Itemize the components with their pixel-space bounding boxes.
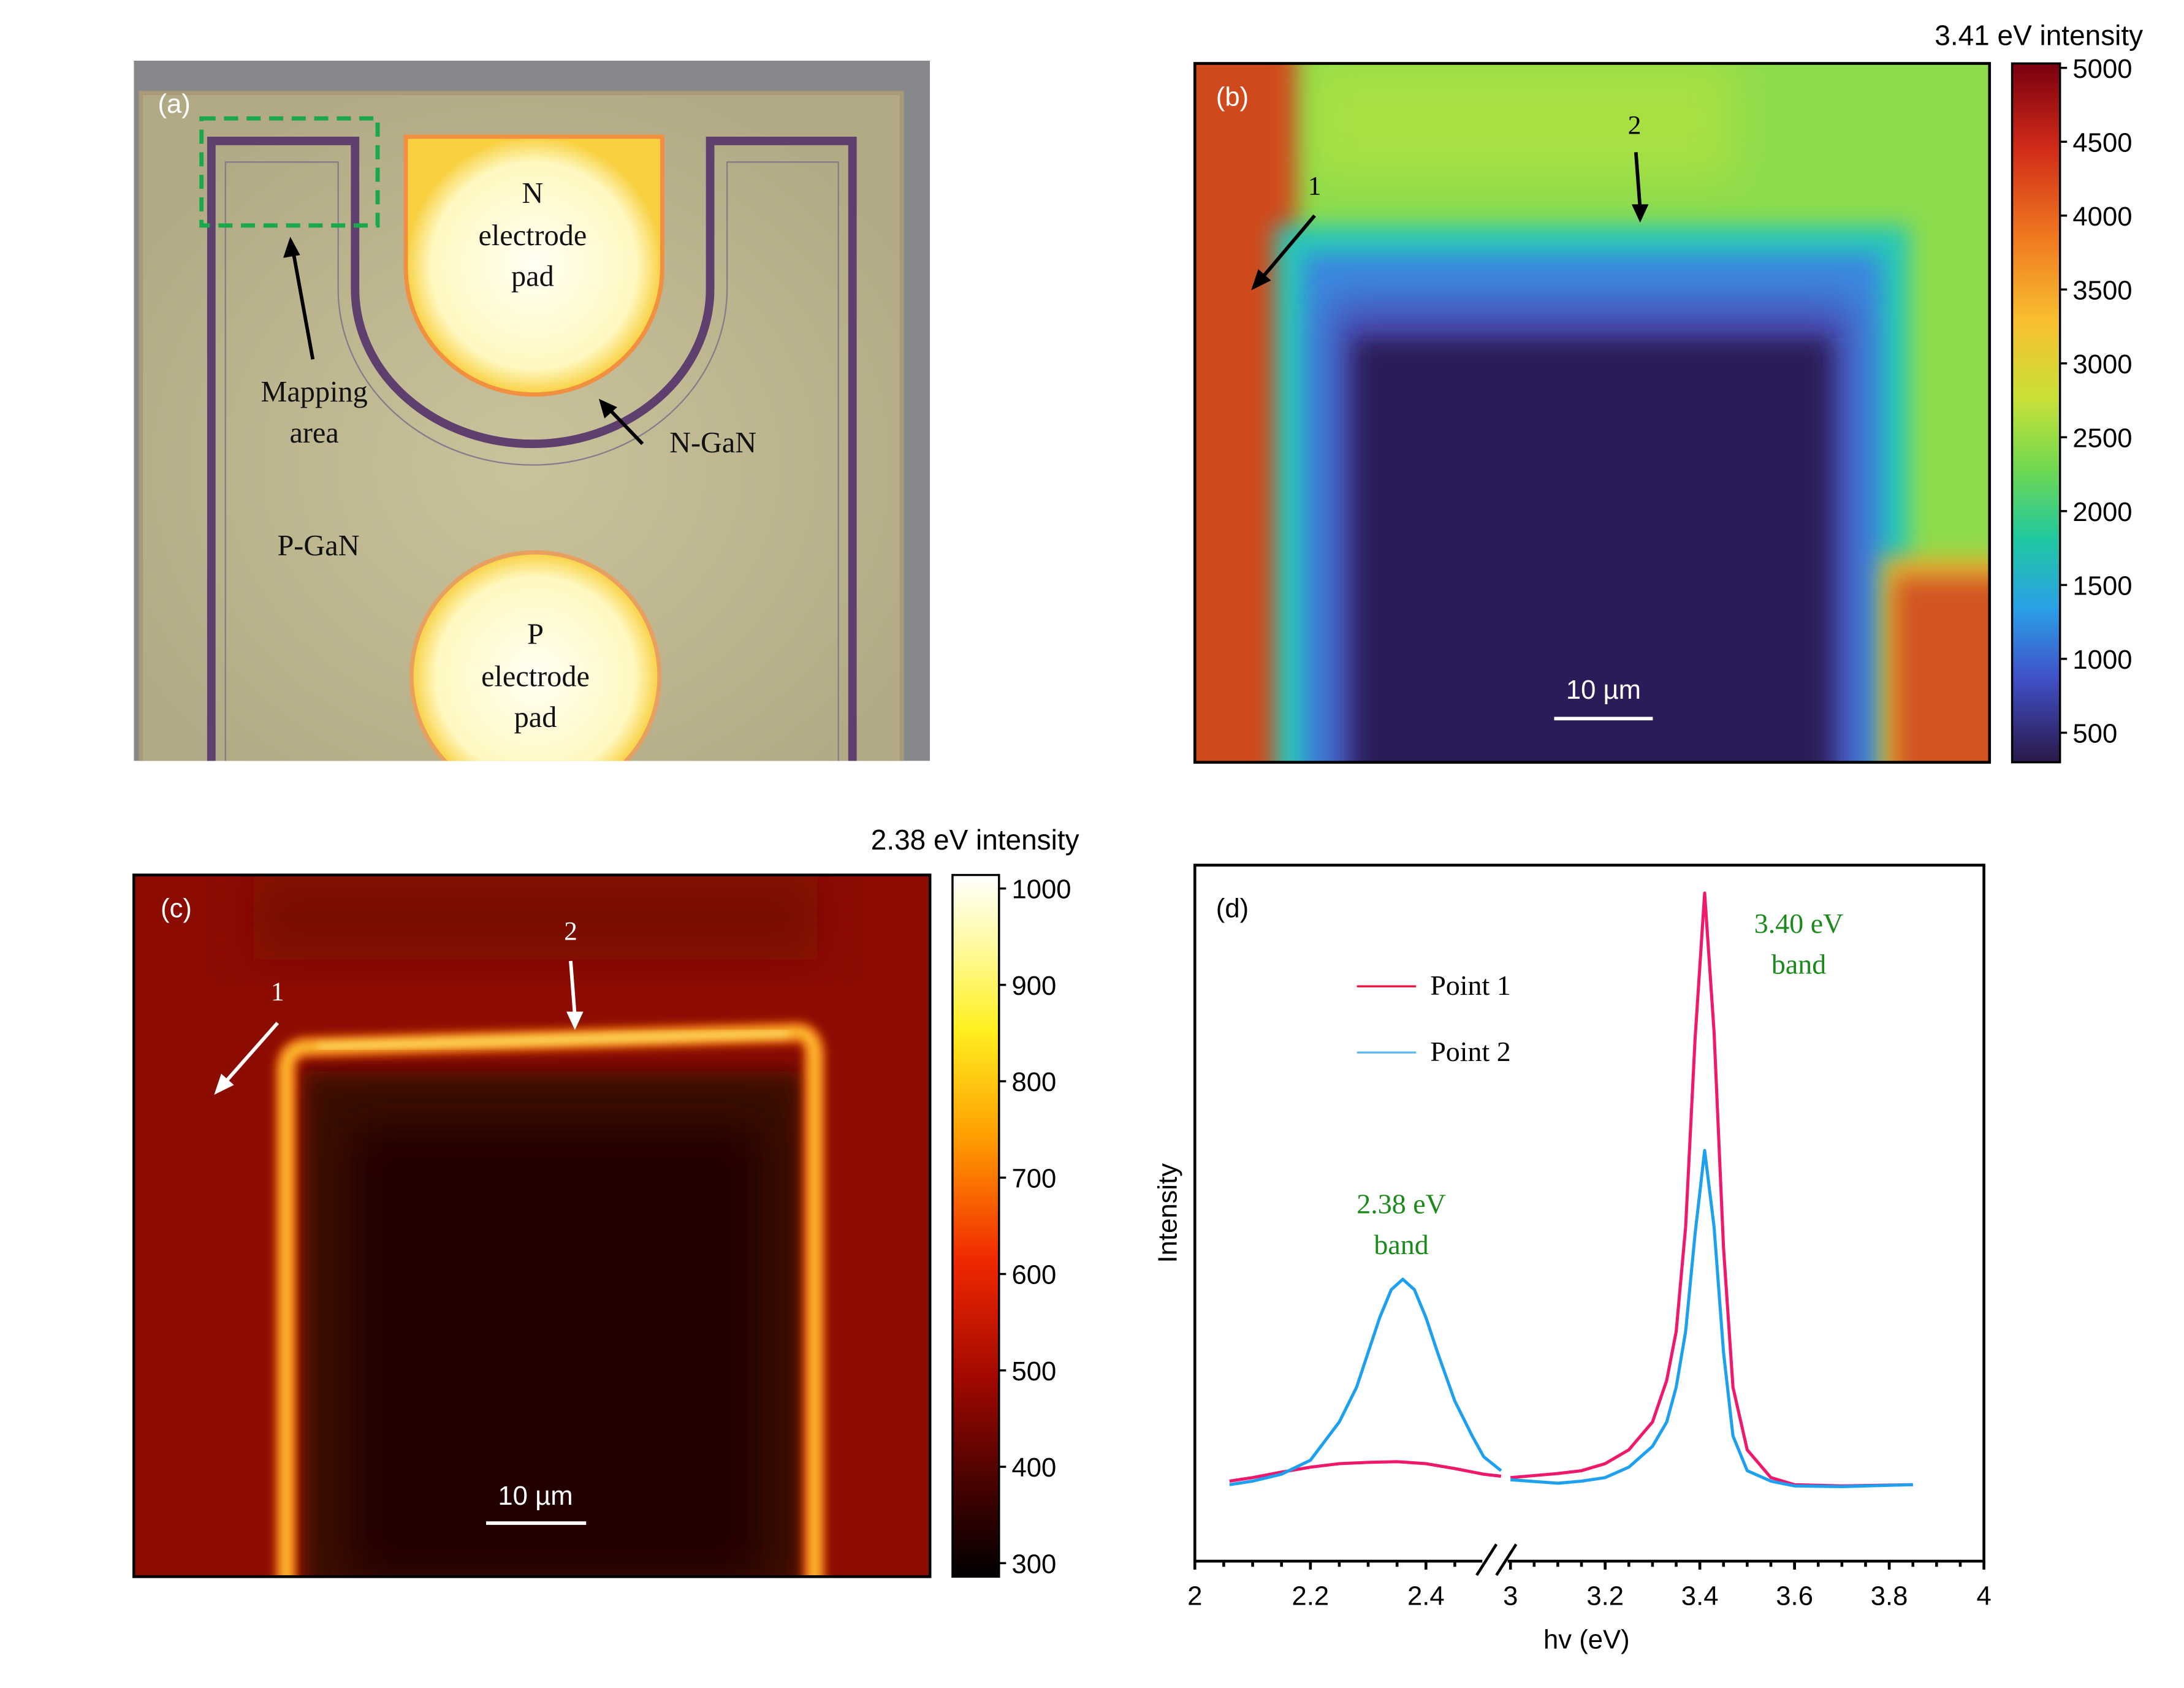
panel-b-colorbar-tick-label: 2500 bbox=[2072, 423, 2132, 453]
chart-xlabel-unit: (eV) bbox=[1572, 1625, 1630, 1655]
band-annotation: 2.38 eV bbox=[1356, 1188, 1446, 1219]
panel-b-colorbar-tick-label: 1000 bbox=[2072, 645, 2132, 675]
panel-c-colorbar-tick-label: 1000 bbox=[1011, 875, 1071, 905]
series-point-1-left-line bbox=[1229, 1460, 1502, 1483]
p-gan-label: P-GaN bbox=[277, 530, 359, 562]
mesa-outline bbox=[207, 137, 857, 761]
x-tick-label: 2.4 bbox=[1407, 1581, 1445, 1611]
panel-c-colorbar-tick-label: 600 bbox=[1011, 1260, 1056, 1290]
panel-b-colorbar-tick-label: 500 bbox=[2072, 719, 2117, 749]
legend-label-point-1: Point 1 bbox=[1430, 970, 1511, 1001]
legend-label-point-2: Point 2 bbox=[1430, 1036, 1511, 1067]
axis-break-icon bbox=[1475, 1543, 1518, 1576]
series-point-2-left-line bbox=[1229, 1277, 1502, 1486]
panel-c-colorbar-tick-label: 700 bbox=[1011, 1163, 1056, 1193]
n-pad-label-1: N bbox=[522, 177, 543, 210]
panel-c-arrows bbox=[214, 960, 584, 1095]
chart-legend: Point 1 Point 2 bbox=[1356, 970, 1511, 1067]
panel-c-colorbar bbox=[951, 873, 1000, 1578]
chart-xlabel: hv (eV) bbox=[1543, 1625, 1630, 1655]
panel-c-colorbar-tick-label: 800 bbox=[1011, 1067, 1056, 1097]
p-pad-label-1: P bbox=[527, 618, 544, 651]
mapping-area-label-1: Mapping bbox=[261, 376, 367, 408]
chart-panel-label: (d) bbox=[1216, 894, 1249, 924]
panel-b-colorbar-tick-label: 4500 bbox=[2072, 127, 2132, 158]
panel-c-intensity-map bbox=[134, 875, 930, 1577]
panel-a-arrows bbox=[283, 237, 644, 446]
panel-c-colorbar-tick-label: 400 bbox=[1011, 1453, 1056, 1483]
panel-b-colorbar-title: 3.41 eV intensity bbox=[1935, 20, 2143, 51]
band-annotation: 3.40 eV bbox=[1754, 908, 1844, 939]
mapping-area-label-2: area bbox=[289, 417, 338, 449]
panel-c-colorbar-tick-label: 300 bbox=[1011, 1549, 1056, 1579]
panel-b-arrows bbox=[1251, 152, 1649, 291]
x-tick-label: 2.2 bbox=[1292, 1581, 1329, 1611]
panel-b-scalebar-label: 10 µm bbox=[1566, 675, 1641, 705]
panel-b-colorbar-tick-label: 3000 bbox=[2072, 349, 2132, 379]
panel-a-label: (a) bbox=[158, 89, 190, 119]
x-tick-label: 2 bbox=[1187, 1581, 1202, 1611]
p-electrode-pad bbox=[409, 550, 662, 761]
x-tick-label: 3.4 bbox=[1681, 1581, 1719, 1611]
panel-c-point-2: 2 bbox=[564, 916, 577, 946]
n-gan-label: N-GaN bbox=[669, 427, 756, 459]
n-pad-label-3: pad bbox=[511, 260, 554, 293]
panel-c-label: (c) bbox=[161, 894, 192, 924]
chart-frame bbox=[1193, 864, 1985, 1563]
n-pad-label-2: electrode bbox=[478, 219, 587, 252]
panel-b-intensity-map bbox=[1195, 63, 1990, 762]
panel-b-label: (b) bbox=[1216, 82, 1249, 112]
band-annotation: band bbox=[1374, 1229, 1428, 1260]
series-point-2-right-line bbox=[1510, 1149, 1913, 1488]
series-point-1-right-line bbox=[1510, 891, 1913, 1488]
x-tick-label: 3.2 bbox=[1586, 1581, 1624, 1611]
x-tick-label: 3 bbox=[1503, 1581, 1518, 1611]
panel-c-colorbar-tick-label: 500 bbox=[1011, 1356, 1056, 1386]
panel-b-point-2: 2 bbox=[1628, 110, 1642, 140]
panel-b-point-1: 1 bbox=[1308, 171, 1322, 200]
panel-b-colorbar-tick-label: 1500 bbox=[2072, 571, 2132, 601]
panel-c-point-1: 1 bbox=[271, 977, 284, 1006]
panel-b-colorbar-tick-label: 5000 bbox=[2072, 54, 2132, 84]
chart-ylabel: Intensity bbox=[1152, 1163, 1182, 1263]
band-annotation: band bbox=[1771, 948, 1826, 979]
p-pad-label-2: electrode bbox=[481, 661, 590, 693]
panel-b-colorbar bbox=[2011, 62, 2061, 764]
panel-c-scalebar-label: 10 µm bbox=[498, 1481, 573, 1511]
x-tick-label: 3.8 bbox=[1871, 1581, 1908, 1611]
p-pad-label-3: pad bbox=[514, 701, 557, 734]
panel-b-colorbar-tick-label: 3500 bbox=[2072, 275, 2132, 305]
panel-b-colorbar-tick-label: 2000 bbox=[2072, 497, 2132, 527]
panel-c-colorbar-tick-label: 900 bbox=[1011, 971, 1056, 1001]
chart-xlabel-symbol: hv bbox=[1543, 1625, 1572, 1655]
x-tick-label: 3.6 bbox=[1776, 1581, 1813, 1611]
n-electrode-pad bbox=[403, 134, 664, 397]
panel-b-colorbar-tick-label: 4000 bbox=[2072, 202, 2132, 232]
panel-a-micrograph bbox=[134, 60, 930, 761]
panel-c-colorbar-title: 2.38 eV intensity bbox=[871, 824, 1079, 856]
mapping-area-box bbox=[199, 116, 380, 228]
x-tick-label: 4 bbox=[1976, 1581, 1991, 1611]
